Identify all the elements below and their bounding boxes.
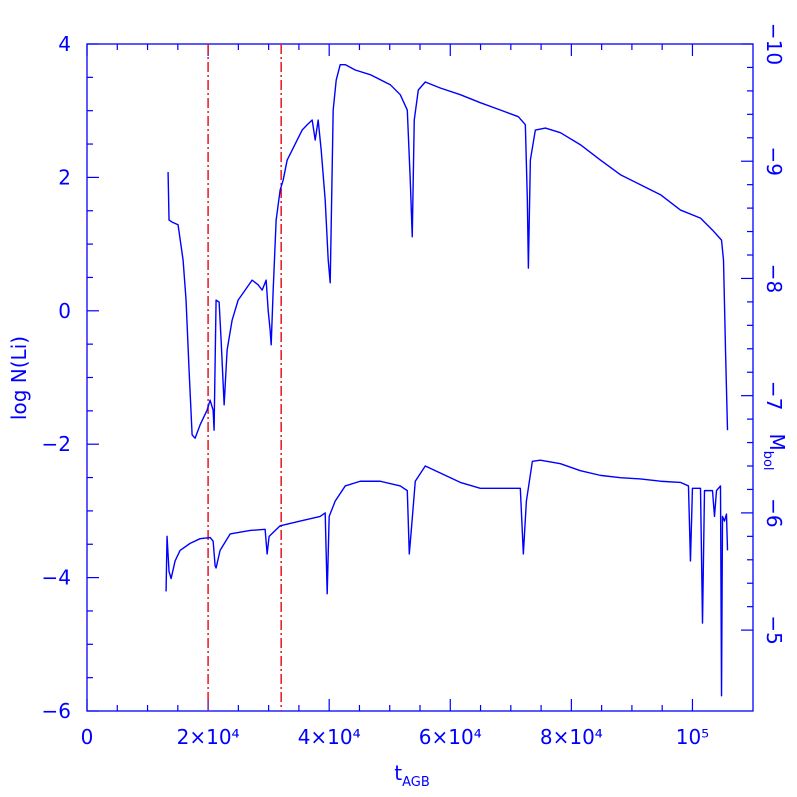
- y-tick-label: −4: [42, 566, 71, 590]
- y2-tick-label: −7: [762, 381, 786, 410]
- x-axis-label: tAGB: [394, 761, 430, 790]
- x-tick-label: 6×10⁴: [419, 725, 482, 749]
- x-tick-label: 10⁵: [676, 725, 709, 749]
- y2-tick-label: −10: [762, 23, 786, 65]
- data-line: [167, 63, 729, 439]
- y2-tick-label: −9: [762, 146, 786, 175]
- y-axis-label: log N(Li): [7, 336, 31, 420]
- x-tick-label: 2×10⁴: [177, 725, 240, 749]
- y-tick-label: 4: [58, 32, 71, 56]
- y2-tick-label: −6: [762, 498, 786, 527]
- y2-tick-label: −8: [762, 264, 786, 293]
- y-tick-label: −2: [42, 432, 71, 456]
- x-tick-label: 8×10⁴: [540, 725, 603, 749]
- plot-frame: [86, 43, 754, 712]
- x-tick-label: 4×10⁴: [298, 725, 361, 749]
- y-tick-label: 2: [58, 165, 71, 189]
- y-tick-label: −6: [42, 699, 71, 723]
- y2-axis-label: Mbol: [760, 433, 789, 470]
- y2-tick-label: −5: [762, 615, 786, 644]
- y-tick-label: 0: [58, 299, 71, 323]
- data-line: [165, 459, 729, 697]
- x-tick-label: 0: [81, 725, 94, 749]
